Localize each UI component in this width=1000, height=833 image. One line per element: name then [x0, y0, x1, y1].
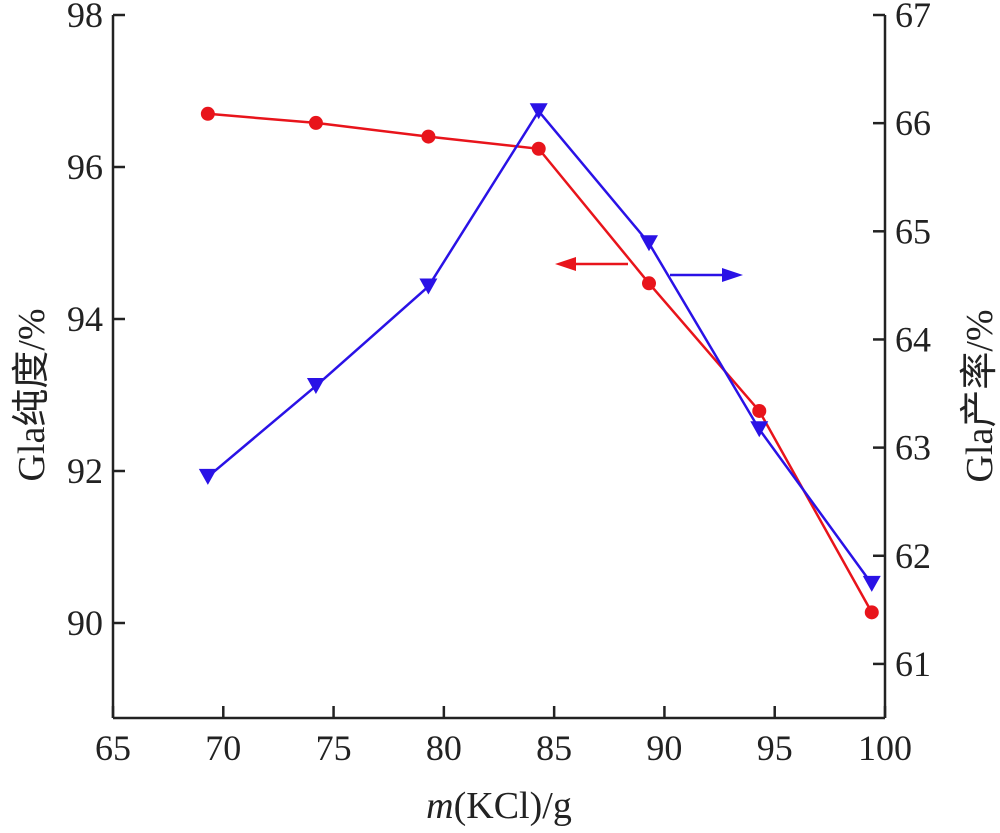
series-1: [200, 106, 879, 620]
data-point: [752, 403, 767, 418]
data-point: [750, 421, 769, 438]
series-line: [207, 112, 873, 613]
x-tick-label: 90: [646, 728, 682, 768]
left-y-tick-label: 90: [67, 603, 103, 643]
x-tick-label: 85: [536, 728, 572, 768]
x-ticks: 65 70 75 80 85 90 95 100: [95, 706, 912, 768]
plot-frame: [111, 15, 887, 720]
right-axis-arrow: [670, 268, 743, 282]
series-2: [198, 103, 881, 592]
series-line: [207, 109, 873, 585]
x-tick-label: 80: [426, 728, 462, 768]
arrow-layer: [555, 257, 743, 282]
left-y-tick-label: 96: [67, 147, 103, 187]
right-y-tick-label: 61: [895, 644, 931, 684]
left-axis-arrow: [555, 257, 628, 271]
data-point: [198, 468, 217, 485]
arrow-head: [722, 268, 743, 282]
data-point: [200, 106, 215, 121]
x-tick-label: 75: [316, 728, 352, 768]
right-y-tick-label: 62: [895, 536, 931, 576]
right-y-tick-label: 65: [895, 211, 931, 251]
left-y-axis-title: Gla纯度/%: [11, 308, 53, 481]
data-point: [862, 575, 881, 592]
data-point: [641, 276, 656, 291]
left-y-ticks: 90 92 94 96 98: [67, 0, 125, 643]
x-axis-title: m(KCl)/g: [426, 785, 572, 827]
data-point: [529, 103, 548, 120]
data-point: [308, 115, 323, 130]
x-tick-label: 65: [95, 728, 131, 768]
right-y-tick-label: 63: [895, 428, 931, 468]
data-point: [419, 278, 438, 295]
left-y-tick-label: 94: [67, 299, 103, 339]
x-axis-title-rest: (KCl)/g: [454, 785, 572, 827]
series-layer: [198, 103, 881, 620]
left-y-tick-label: 98: [67, 0, 103, 35]
right-y-tick-label: 64: [895, 319, 931, 359]
x-tick-label: 95: [757, 728, 793, 768]
data-point: [531, 141, 546, 156]
arrow-head: [555, 257, 576, 271]
data-point: [421, 129, 436, 144]
right-y-ticks: 61 62 63 64 65 66 67: [873, 0, 931, 684]
data-point: [639, 235, 658, 252]
data-point: [306, 377, 325, 394]
right-y-axis-title: Gla产率/%: [959, 309, 1000, 482]
left-y-tick-label: 92: [67, 451, 103, 491]
data-point: [864, 605, 879, 620]
x-axis-title-italic: m: [426, 785, 453, 827]
right-y-tick-label: 67: [895, 0, 931, 35]
x-tick-label: 70: [205, 728, 241, 768]
x-tick-label: 100: [858, 728, 912, 768]
right-y-tick-label: 66: [895, 103, 931, 143]
